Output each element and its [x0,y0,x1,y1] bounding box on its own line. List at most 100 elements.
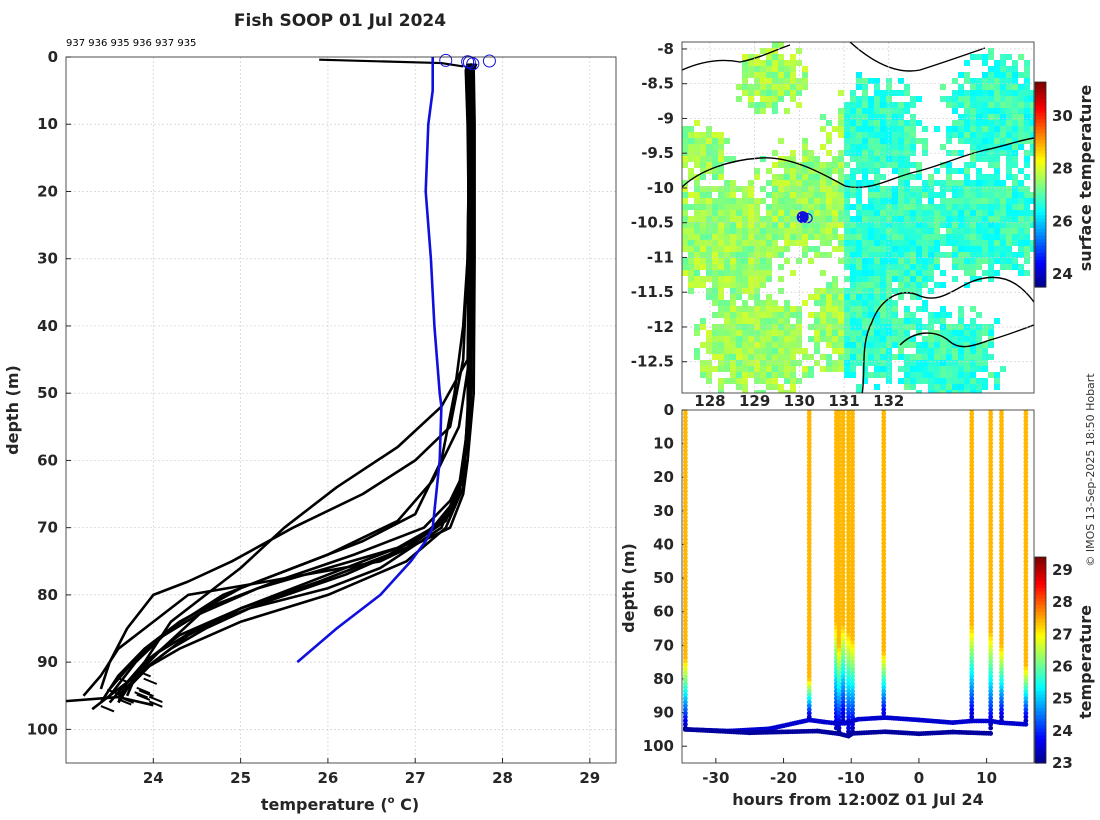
sst-cell [910,114,916,120]
time-depth-point [969,437,975,442]
sst-cell [742,318,748,324]
sst-cell [946,174,952,180]
temp-colorbar-segment [1035,587,1046,592]
sst-cell [754,276,760,282]
sst-cell [892,330,898,336]
sst-cell [790,228,796,234]
sst-cell [958,378,964,384]
sst-cell [730,342,736,348]
sst-cell [832,234,838,240]
sst-cell [880,294,886,300]
time-depth-point [988,518,994,524]
sst-cell [946,342,952,348]
time-depth-point [969,470,975,476]
sst-cell [940,252,946,258]
sst-cell [814,330,820,336]
time-depth-point [850,644,855,650]
sst-cell [874,120,880,126]
time-depth-point [999,644,1004,650]
time-depth-point [1023,548,1029,553]
time-depth-point [969,533,975,539]
sst-cell [934,264,940,270]
sst-cell [700,174,706,180]
sst-cell [904,138,910,144]
sst-cell [910,264,916,270]
time-depth-point [881,525,887,531]
sst-cell [904,240,910,246]
sst-cell [760,246,766,252]
sst-cell [838,198,844,204]
sst-cell [844,234,850,240]
sst-cell [832,282,838,288]
time-depth-point [988,603,994,609]
time-depth-point [1023,677,1029,683]
sst-cell [736,312,742,318]
sst-cell [862,174,868,180]
sst-cell [844,330,850,336]
sst-cell [952,228,958,234]
map-colorbar-frame [1034,81,1047,288]
sst-cell [772,240,778,246]
sst-cell [868,258,874,264]
time-depth-point [846,692,851,698]
sst-cell [1006,198,1012,204]
time-depth-point [988,596,994,602]
time-depth-point [1023,618,1029,624]
sst-cell [880,228,886,234]
temp-colorbar-segment [1035,605,1046,610]
sst-cell [778,276,784,282]
time-depth-point [850,470,855,476]
sst-cell [958,168,964,174]
time-depth-point [999,625,1004,631]
sst-cell [718,390,724,393]
sst-cell [820,234,826,240]
sst-cell [784,366,790,372]
sst-cell [1024,156,1030,162]
sst-cell [694,120,700,126]
sst-cell [958,264,964,270]
sst-cell [694,222,700,228]
sst-cell [808,312,814,318]
sst-cell [742,300,748,306]
time-depth-point [881,655,887,661]
sst-cell [934,348,940,354]
time-depth-point [806,492,812,498]
sst-cell [982,78,988,84]
time-depth-point [840,440,846,446]
sst-cell [706,156,712,162]
time-depth-x-tick-label: -10 [838,769,865,787]
time-depth-point [850,414,855,420]
time-depth-point [969,455,975,461]
sst-cell [1012,234,1018,240]
sst-cell [922,204,928,210]
sst-cell [964,114,970,120]
time-depth-point [840,448,846,454]
sst-cell [1018,102,1024,108]
sst-cell [790,150,796,156]
sst-cell [1012,210,1018,216]
sst-cell [988,372,994,378]
sst-cell [988,192,994,198]
sst-cell [892,252,898,258]
time-depth-point [846,603,851,609]
map-colorbar-segment [1035,143,1046,148]
sst-cell [730,360,736,366]
sst-cell [742,270,748,276]
time-depth-point [881,677,887,683]
sst-cell [772,354,778,360]
sst-cell [1024,186,1030,192]
time-depth-point [840,503,846,509]
time-depth-point [1023,714,1029,720]
time-depth-point [836,492,842,498]
time-depth-point [846,507,851,513]
time-depth-point [840,492,846,498]
sst-cell [856,186,862,192]
time-depth-point [969,585,975,590]
sst-cell [976,114,982,120]
sst-cell [934,216,940,222]
sst-cell [742,276,748,282]
sst-cell [946,372,952,378]
time-depth-point [999,533,1004,539]
sst-cell [844,252,850,258]
map-x-tick-label: 130 [784,392,815,410]
